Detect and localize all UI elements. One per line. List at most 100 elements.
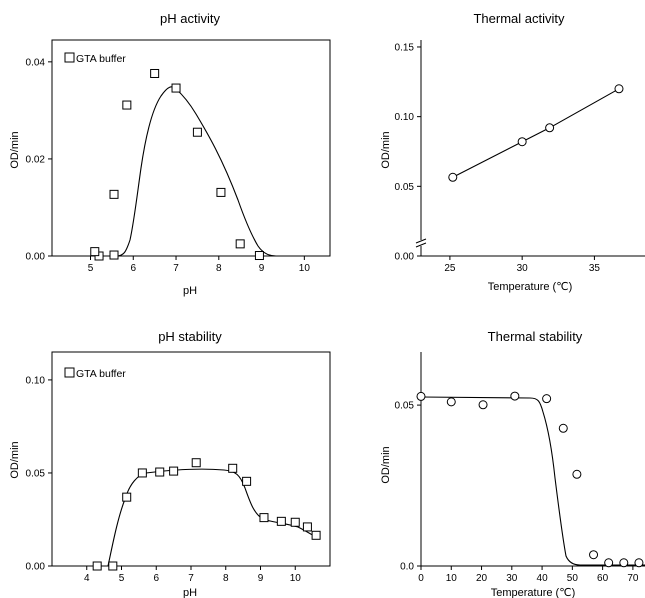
ph-stability-ylabel: OD/min — [9, 441, 21, 478]
thermal-activity-ytick-label: 0.10 — [395, 112, 415, 123]
ph-activity-data-point — [90, 247, 100, 257]
ph-stability-data-point — [122, 492, 132, 502]
thermal-stability-xtick-label: 30 — [506, 573, 518, 584]
ph-activity-xtick-label: 10 — [299, 263, 311, 274]
ph-activity-fit-curve — [75, 86, 290, 257]
ph-stability-data-point — [169, 466, 179, 476]
thermal-activity-axes — [420, 40, 645, 257]
ph-activity-ylabel: OD/min — [9, 131, 21, 168]
thermal-stability-data-point — [558, 423, 568, 433]
ph-stability-xtick-label: 9 — [258, 573, 264, 584]
thermal-activity-title: Thermal activity — [473, 11, 565, 26]
thermal-stability-title: Thermal stability — [488, 329, 583, 344]
ph-stability-frame — [51, 351, 331, 567]
thermal-stability-data-point — [510, 391, 520, 401]
thermal-activity-xtick-label: 35 — [589, 263, 601, 274]
ph-stability-data-point — [290, 517, 300, 527]
ph-activity-data-point — [109, 250, 119, 260]
ph-activity-data-point — [171, 83, 181, 93]
ph-activity-data-point — [192, 127, 202, 137]
ph-activity-xtick-label: 5 — [88, 263, 94, 274]
ph-activity-data-point — [122, 100, 132, 110]
ph-activity-xtick-label: 7 — [173, 263, 179, 274]
thermal-stability-ytick-label: 0.05 — [395, 401, 415, 412]
thermal-stability-xtick-label: 20 — [476, 573, 488, 584]
ph-stability-ytick-label: 0.10 — [26, 375, 46, 386]
thermal-activity-series-line — [452, 88, 620, 178]
ph-stability-xtick-label: 5 — [119, 573, 125, 584]
ph-activity-panel: pH activity pH OD/min GTA buffer 5 6 7 8 9 10… — [9, 11, 331, 297]
ph-stability-data-point — [92, 561, 102, 571]
ph-stability-data-point — [191, 458, 201, 468]
thermal-stability-xtick-label: 60 — [597, 573, 609, 584]
thermal-stability-data-point — [589, 550, 599, 560]
thermal-activity-ytick-label: 0.00 — [395, 252, 415, 263]
thermal-activity-ytick-label: 0.05 — [395, 182, 415, 193]
thermal-stability-xtick-label: 70 — [627, 573, 639, 584]
thermal-activity-ylabel: OD/min — [380, 131, 392, 168]
thermal-stability-panel: Thermal stability Temperature (℃) OD/min… — [380, 329, 645, 598]
ph-stability-data-point — [259, 513, 269, 523]
ph-activity-legend-text: GTA buffer — [76, 53, 126, 65]
thermal-stability-axes — [420, 352, 645, 567]
ph-activity-legend-square-marker — [64, 52, 75, 63]
thermal-activity-axis-break — [415, 238, 427, 248]
thermal-activity-ytick-label: 0.15 — [395, 42, 415, 53]
ph-stability-xtick-label: 10 — [290, 573, 302, 584]
thermal-stability-fit-curve — [420, 396, 645, 566]
thermal-stability-ytick-label: 0.0 — [400, 562, 414, 573]
thermal-stability-data-point — [619, 558, 629, 568]
ph-activity-data-point — [254, 251, 264, 261]
ph-activity-data-point — [216, 187, 226, 197]
ph-activity-xlabel: pH — [183, 285, 197, 297]
ph-stability-ytick-label: 0.05 — [26, 468, 46, 479]
thermal-stability-data-point — [572, 469, 582, 479]
ph-activity-ytick-label: 0.00 — [26, 252, 46, 263]
ph-stability-data-point — [228, 463, 238, 473]
thermal-activity-xtick-label: 25 — [444, 263, 456, 274]
thermal-stability-xtick-label: 40 — [537, 573, 549, 584]
ph-activity-frame — [51, 39, 331, 257]
thermal-stability-data-point — [542, 394, 552, 404]
ph-stability-data-point — [108, 561, 118, 571]
ph-stability-xtick-label: 4 — [84, 573, 90, 584]
thermal-stability-data-point — [416, 391, 426, 401]
ph-stability-title: pH stability — [158, 329, 222, 344]
thermal-stability-data-point — [634, 558, 644, 568]
thermal-stability-xtick-label: 50 — [567, 573, 579, 584]
thermal-stability-ylabel: OD/min — [380, 446, 392, 483]
ph-stability-ytick-label: 0.00 — [26, 562, 46, 573]
thermal-stability-xtick-label: 0 — [418, 573, 424, 584]
ph-stability-legend-square-marker — [64, 367, 75, 378]
ph-stability-xtick-label: 6 — [153, 573, 159, 584]
thermal-stability-data-point — [446, 397, 456, 407]
ph-activity-ytick-label: 0.04 — [26, 57, 46, 68]
thermal-activity-data-point — [545, 123, 555, 133]
ph-stability-xtick-label: 8 — [223, 573, 229, 584]
ph-activity-title: pH activity — [160, 11, 220, 26]
ph-activity-xtick-label: 9 — [259, 263, 265, 274]
ph-stability-panel: pH stability pH OD/min GTA buffer 4 5 6 7 8 9… — [9, 329, 331, 598]
thermal-activity-xtick-label: 30 — [517, 263, 529, 274]
thermal-activity-data-point — [517, 137, 527, 147]
ph-stability-data-point — [311, 530, 321, 540]
ph-stability-xtick-label: 7 — [188, 573, 194, 584]
thermal-stability-data-point — [478, 400, 488, 410]
thermal-stability-data-point — [604, 558, 614, 568]
ph-stability-data-point — [242, 476, 252, 486]
thermal-activity-data-point — [614, 84, 624, 94]
thermal-activity-xlabel: Temperature (℃) — [488, 281, 573, 293]
ph-activity-xtick-label: 8 — [216, 263, 222, 274]
thermal-stability-xlabel: Temperature (℃) — [491, 587, 576, 598]
ph-activity-ytick-label: 0.02 — [26, 154, 46, 165]
ph-stability-legend-text: GTA buffer — [76, 368, 126, 380]
ph-stability-xlabel: pH — [183, 587, 197, 598]
ph-stability-data-point — [276, 516, 286, 526]
ph-activity-data-point — [150, 68, 160, 78]
ph-activity-data-point — [235, 239, 245, 249]
thermal-stability-xtick-label: 10 — [446, 573, 458, 584]
ph-activity-xtick-label: 6 — [130, 263, 136, 274]
thermal-activity-panel: Thermal activity Temperature (℃) OD/min … — [380, 11, 645, 293]
ph-activity-data-point — [109, 189, 119, 199]
